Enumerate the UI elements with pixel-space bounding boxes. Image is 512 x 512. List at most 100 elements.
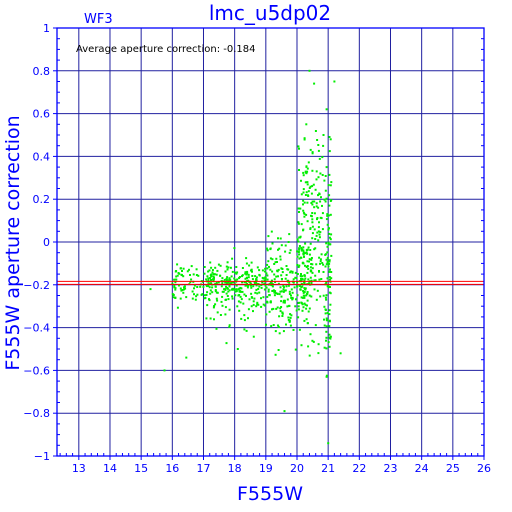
scatter-point [325,347,328,350]
scatter-point [301,303,304,306]
scatter-point [250,305,253,308]
scatter-point [296,238,299,241]
scatter-point [228,277,231,280]
scatter-point [286,298,289,301]
scatter-point [271,290,274,292]
scatter-point [290,288,293,291]
scatter-point [264,278,267,281]
scatter-point [226,295,229,297]
scatter-point [297,251,300,253]
scatter-point [241,275,243,278]
scatter-point [210,279,212,281]
scatter-point [302,203,304,206]
scatter-point [296,264,299,266]
scatter-point [320,217,323,220]
scatter-point [310,295,313,298]
scatter-point [225,265,228,268]
scatter-point [287,268,290,271]
scatter-point [326,277,329,280]
scatter-point [288,319,291,322]
y-tick-label: 0.8 [33,65,51,78]
scatter-point [252,310,254,313]
scatter-point [209,261,212,264]
scatter-point [326,251,329,254]
scatter-point [247,284,250,287]
scatter-point [317,176,320,179]
scatter-point [321,174,324,176]
scatter-point [305,293,308,295]
scatter-point [325,325,328,328]
scatter-point [319,260,322,263]
scatter-point [269,248,272,251]
scatter-point [240,317,243,320]
scatter-point [291,297,294,300]
scatter-point [296,250,299,253]
scatter-point [189,274,191,276]
scatter-point [289,316,292,319]
scatter-point [270,230,273,233]
scatter-point [267,288,270,291]
scatter-point [306,322,309,325]
scatter-point [307,190,310,193]
scatter-point [303,302,306,305]
scatter-point [252,335,255,338]
scatter-point [263,304,266,307]
scatter-point [254,275,257,278]
scatter-point [321,204,323,207]
scatter-point [239,286,242,289]
scatter-point [278,315,281,318]
scatter-point [209,277,212,279]
scatter-point [285,274,288,276]
scatter-point [317,352,320,355]
scatter-point [236,348,239,350]
scatter-point [265,272,268,275]
scatter-point [330,181,333,184]
scatter-point [304,181,307,184]
scatter-point [325,374,328,377]
scatter-point [327,184,330,187]
scatter-point [298,245,301,247]
scatter-point [263,288,266,291]
scatter-point [185,356,188,359]
scatter-point [311,152,314,155]
scatter-point [308,307,311,310]
scatter-point [212,275,215,278]
scatter-point [324,175,327,177]
scatter-point [266,295,269,298]
scatter-point [308,260,310,263]
scatter-point [318,221,320,224]
scatter-point [287,316,290,319]
scatter-point [206,291,209,294]
scatter-point [326,245,329,248]
scatter-point [328,227,330,230]
scatter-point [227,290,230,293]
scatter-point [224,313,227,316]
scatter-point [324,253,327,256]
scatter-point [264,270,266,273]
scatter-point [329,335,332,338]
scatter-point [312,183,315,186]
scatter-point [310,281,313,284]
scatter-point [300,286,303,289]
scatter-point [273,263,276,265]
scatter-point [279,290,282,293]
scatter-point [279,255,282,258]
scatter-point [328,173,331,176]
scatter-point [224,270,227,273]
scatter-point [212,306,215,309]
scatter-point [319,231,322,234]
scatter-point [315,234,318,237]
scatter-point [300,277,302,280]
scatter-point [234,279,237,282]
x-tick-label: 24 [415,462,429,475]
scatter-point [303,279,306,282]
scatter-point [228,324,231,327]
scatter-point [327,241,330,244]
scatter-point [308,69,311,72]
scatter-point [324,189,327,192]
scatter-point [313,82,316,85]
scatter-point [284,277,287,280]
scatter-point [330,277,333,280]
scatter-point [328,319,331,322]
scatter-point [221,277,224,280]
